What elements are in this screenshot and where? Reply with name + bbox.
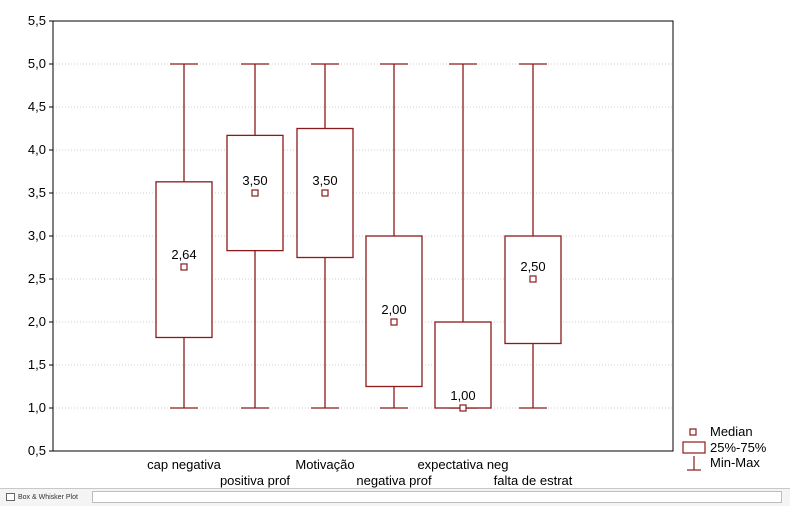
box-positiva-prof: 3,50 — [226, 63, 284, 409]
sheet-tab-label: Box & Whisker Plot — [18, 493, 78, 501]
y-tick-label: 1,5 — [28, 357, 46, 372]
median-label: 3,50 — [312, 173, 337, 188]
y-tick-label: 0,5 — [28, 443, 46, 458]
y-axis: 0,5 1,0 1,5 2,0 2,5 3,0 3,5 4,0 4,5 5,0 5,5 — [28, 13, 53, 458]
graph-icon — [6, 493, 15, 501]
box-expectativa-neg: 1,00 — [434, 63, 492, 412]
x-tick-label: falta de estrat — [494, 473, 573, 488]
legend-median-symbol — [689, 428, 697, 436]
box-negativa-prof: 2,00 — [365, 63, 423, 409]
y-tick-label: 2,5 — [28, 271, 46, 286]
y-tick-label: 4,5 — [28, 99, 46, 114]
iqr-box — [504, 235, 562, 345]
x-tick-label: cap negativa — [147, 457, 221, 472]
median-marker — [321, 189, 329, 197]
box-cap-negativa: 2,64 — [155, 63, 213, 409]
y-tick-label: 2,0 — [28, 314, 46, 329]
sheet-tab[interactable]: Box & Whisker Plot — [6, 490, 78, 504]
box-falta-de-estrat: 2,50 — [504, 63, 562, 409]
legend-label-minmax: Min-Max — [710, 455, 760, 470]
x-tick-label: negativa prof — [356, 473, 432, 488]
median-marker — [529, 275, 537, 283]
y-tick-label: 1,0 — [28, 400, 46, 415]
y-tick-label: 3,5 — [28, 185, 46, 200]
median-marker — [390, 318, 398, 326]
x-tick-label: Motivação — [295, 457, 354, 472]
median-marker — [251, 189, 259, 197]
legend-label-median: Median — [710, 424, 753, 439]
grid-lines — [53, 63, 673, 409]
y-tick-label: 3,0 — [28, 228, 46, 243]
legend-box-symbol — [682, 441, 706, 454]
boxes: 2,64 3,50 3,50 2,00 1,00 2,50 — [155, 63, 562, 412]
box-motiva-o: 3,50 — [296, 63, 354, 409]
box-whisker-chart: 0,5 1,0 1,5 2,0 2,5 3,0 3,5 4,0 4,5 5,0 5,5 2,64 3,… — [28, 13, 767, 488]
median-marker — [180, 263, 188, 271]
iqr-box — [155, 181, 213, 339]
iqr-box — [434, 321, 492, 409]
x-tick-label: positiva prof — [220, 473, 290, 488]
median-label: 3,50 — [242, 173, 267, 188]
x-tick-label: expectativa neg — [417, 457, 508, 472]
median-label: 2,64 — [171, 247, 196, 262]
y-tick-label: 5,5 — [28, 13, 46, 28]
y-tick-label: 5,0 — [28, 56, 46, 71]
median-marker — [459, 404, 467, 412]
legend-label-iqr: 25%-75% — [710, 440, 767, 455]
iqr-box — [365, 235, 423, 388]
tab-scroll-area[interactable] — [92, 491, 782, 503]
y-tick-label: 4,0 — [28, 142, 46, 157]
sheet-tab-strip: Box & Whisker Plot — [0, 488, 790, 506]
median-label: 2,00 — [381, 302, 406, 317]
median-label: 2,50 — [520, 259, 545, 274]
median-label: 1,00 — [450, 388, 475, 403]
